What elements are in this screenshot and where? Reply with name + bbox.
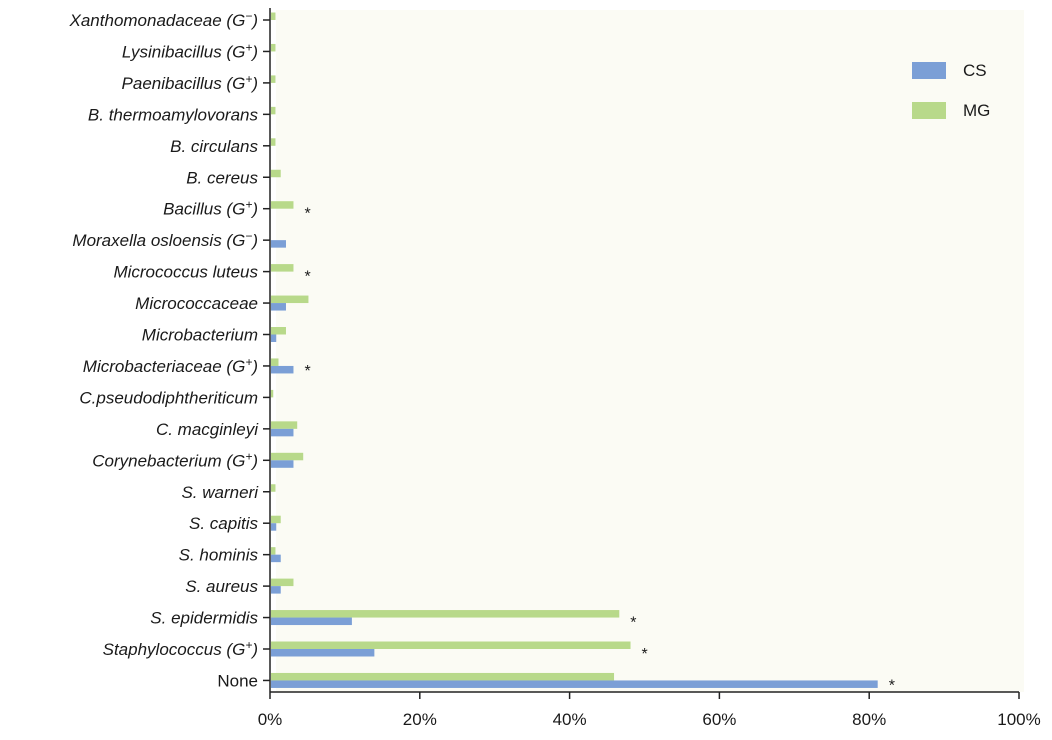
significance-star: * [304,206,310,223]
tick-labels: 0% 20% 40% 60% 80% 100% [258,710,1041,729]
significance-star: * [642,646,648,663]
x-tick-label: 80% [852,710,886,729]
legend-label-cs: CS [963,61,987,80]
x-tick-label: 60% [702,710,736,729]
category-label-c-pseudodiphtheriticum: C.pseudodiphtheriticum [79,388,258,407]
category-label-s-warneri: S. warneri [181,483,259,502]
category-label-moraxella-osloensis-g: Moraxella osloensis (G−) [72,229,258,250]
category-label-none: None [217,671,258,690]
bar-cs-c-macginleyi [271,428,294,437]
category-label-s-capitis: S. capitis [189,514,258,533]
bar-cs-microbacterium [271,334,277,342]
category-label-s-epidermidis: S. epidermidis [150,609,258,628]
bar-mg-s-aureus [271,578,294,587]
category-label-staphylococcus-g: Staphylococcus (G+) [103,638,258,659]
category-label-b-circulans: B. circulans [170,137,258,156]
significance-star: * [304,363,310,380]
significance-star: * [304,269,310,286]
bar-mg-c-macginleyi [271,421,298,429]
bars-group [271,12,878,688]
bar-mg-micrococcaceae [271,295,309,304]
significance-star: * [889,677,895,694]
bar-mg-paenibacillus-g [271,75,276,83]
bar-cs-moraxella-osloensis-g [271,240,286,248]
bar-mg-b-circulans [271,138,276,146]
significance-markers: * * * * * * [304,206,894,695]
bar-mg-s-warneri [271,484,276,492]
category-label-corynebacterium-g: Corynebacterium (G+) [92,449,258,470]
bar-cs-staphylococcus-g [271,649,375,657]
category-label-xanthomonadaceae-g: Xanthomonadaceae (G−) [69,9,258,30]
bar-mg-microbacterium [271,327,286,335]
bar-mg-b-thermoamylovorans [271,106,276,115]
category-label-micrococcaceae: Micrococcaceae [135,294,258,313]
bar-mg-staphylococcus-g [271,641,631,649]
bar-mg-s-hominis [271,547,276,555]
bar-cs-micrococcaceae [271,303,286,311]
legend: CS MG [912,61,990,120]
axes-group [263,8,1020,699]
category-label-micrococcus-luteus: Micrococcus luteus [113,263,258,282]
category-label-bacillus-g: Bacillus (G+) [163,198,258,219]
bar-mg-bacillus-g [271,201,294,209]
bar-mg-c-pseudodiphtheriticum [271,389,274,398]
bar-mg-lysinibacillus-g [271,43,276,52]
bar-cs-corynebacterium-g [271,460,294,468]
bar-mg-none [271,672,615,681]
category-label-s-hominis: S. hominis [179,546,259,565]
bar-mg-microbacteriaceae-g [271,358,279,366]
bar-cs-s-hominis [271,554,281,563]
category-label-paenibacillus-g: Paenibacillus (G+) [122,72,258,93]
x-tick-label: 20% [403,710,437,729]
bar-cs-s-aureus [271,586,281,594]
x-tick-label: 40% [553,710,587,729]
category-label-lysinibacillus-g: Lysinibacillus (G+) [122,40,258,61]
category-labels: Xanthomonadaceae (G−) Lysinibacillus (G+)… [69,9,260,690]
category-label-b-thermoamylovorans: B. thermoamylovorans [88,105,259,124]
bar-mg-micrococcus-luteus [271,264,294,272]
category-label-b-cereus: B. cereus [186,168,258,187]
category-label-s-aureus: S. aureus [185,577,258,596]
bar-mg-s-capitis [271,515,281,524]
legend-swatch-mg [912,102,946,119]
bar-mg-corynebacterium-g [271,452,304,461]
bar-mg-b-cereus [271,169,281,178]
category-label-microbacterium: Microbacterium [142,326,258,345]
x-tick-label: 0% [258,710,283,729]
bar-mg-xanthomonadaceae-g [271,12,276,20]
category-label-c-macginleyi: C. macginleyi [156,420,259,439]
bar-cs-none [271,680,878,688]
legend-swatch-cs [912,62,946,79]
category-label-microbacteriaceae-g: Microbacteriaceae (G+) [83,355,258,376]
bar-cs-s-epidermidis [271,617,352,626]
plot-area [276,10,1024,692]
bar-cs-microbacteriaceae-g [271,365,294,374]
legend-label-mg: MG [963,101,990,120]
bar-cs-s-capitis [271,523,277,531]
x-tick-label: 100% [997,710,1040,729]
bar-mg-s-epidermidis [271,610,620,618]
significance-star: * [630,615,636,632]
